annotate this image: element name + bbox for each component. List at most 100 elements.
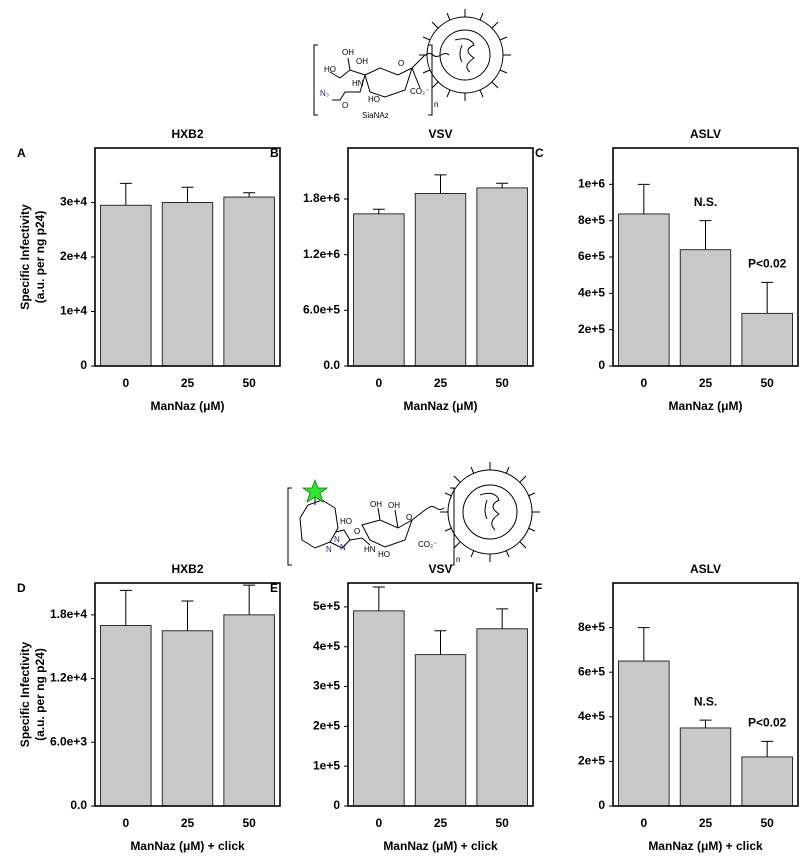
bar [414, 654, 467, 807]
x-tick-label: 0 [122, 816, 129, 830]
bar [618, 213, 670, 367]
x-axis-label: ManNaz (μM) + click [648, 839, 763, 853]
annotation: P<0.02 [748, 716, 787, 730]
bar [223, 614, 275, 807]
x-tick-label: 25 [434, 816, 448, 830]
error-bar [372, 586, 385, 611]
atom: HO [340, 517, 352, 526]
y-tick-label: 5e+5 [313, 599, 340, 613]
error-bar [434, 630, 447, 655]
x-axis-label: ManNaz (μM) [150, 399, 224, 413]
error-bar [699, 220, 712, 250]
y-axis-label: (a.u. per ng p24) [33, 211, 47, 304]
x-tick-label: 50 [760, 376, 774, 390]
x-tick-label: 50 [495, 816, 509, 830]
x-tick-label: 25 [699, 816, 713, 830]
panel-letter: F [535, 581, 542, 595]
y-tick-label: 0 [333, 798, 340, 812]
error-bar [119, 182, 132, 206]
panel-letter: E [270, 581, 278, 595]
x-axis-label: ManNaz (μM) [403, 399, 477, 413]
bar [353, 610, 405, 807]
y-tick-label: 0 [598, 798, 605, 812]
atom: N [326, 545, 332, 554]
error-bar [181, 186, 194, 203]
repeat-label: n [434, 100, 438, 109]
error-bar [496, 182, 509, 188]
structure-bottom [287, 462, 540, 566]
y-tick-label: 4e+5 [578, 286, 605, 300]
atom: OH [356, 57, 368, 66]
y-tick-label: 3e+4 [60, 195, 87, 209]
error-bar [181, 600, 194, 631]
structure-top-labels: HO OH OH N₃ HN O HO O CO₂⁻ n SiaNAz [320, 48, 438, 120]
atom: HN [352, 79, 364, 88]
y-tick-label: 6.0e+5 [303, 303, 340, 317]
x-tick-label: 25 [181, 376, 195, 390]
y-tick-label: 0 [80, 358, 87, 372]
chart-title: HXB2 [171, 562, 203, 576]
x-tick-label: 25 [181, 816, 195, 830]
error-bar [761, 740, 774, 757]
atom: OH [370, 500, 382, 509]
y-tick-label: 2e+5 [313, 719, 340, 733]
annotation: N.S. [694, 694, 717, 708]
y-tick-label: 6.0e+3 [50, 734, 87, 748]
plot-frame [612, 147, 799, 367]
y-tick-label: 2e+5 [578, 754, 605, 768]
repeat-label: n [456, 555, 460, 564]
x-tick-label: 50 [242, 376, 256, 390]
atom: OH [342, 48, 354, 57]
panel-letter: A [17, 146, 26, 160]
structure-top [313, 9, 511, 116]
plot-frame [94, 147, 281, 367]
y-tick-label: 2e+5 [578, 322, 605, 336]
x-tick-label: 0 [375, 816, 382, 830]
x-tick-label: 0 [122, 376, 129, 390]
y-tick-label: 1.2e+4 [50, 671, 87, 685]
bar [161, 202, 214, 367]
error-bar [372, 208, 385, 214]
atom: N [340, 543, 346, 552]
x-tick-label: 25 [699, 376, 713, 390]
chart-title: ASLV [690, 562, 721, 576]
y-tick-label: 3e+5 [313, 679, 340, 693]
y-tick-label: 1.8e+4 [50, 607, 87, 621]
chart-title: ASLV [690, 127, 721, 141]
y-axis-label: (a.u. per ng p24) [33, 648, 47, 741]
chart-title: HXB2 [171, 127, 203, 141]
x-axis-label: ManNaz (μM) [668, 399, 742, 413]
plot-frame [347, 582, 534, 807]
x-tick-label: 50 [242, 816, 256, 830]
bar [476, 628, 528, 807]
atom: CO₂⁻ [410, 87, 429, 96]
x-tick-label: 50 [760, 816, 774, 830]
x-tick-label: 0 [640, 376, 647, 390]
y-tick-label: 1e+5 [313, 758, 340, 772]
y-tick-label: 8e+5 [578, 620, 605, 634]
error-bar [761, 281, 774, 314]
y-tick-label: 1e+6 [578, 177, 605, 191]
structure-name: SiaNAz [362, 111, 389, 120]
y-axis-label: Specific Infectivity [18, 641, 32, 747]
atom: CO₂⁻ [418, 540, 437, 549]
atom: N₃ [320, 89, 329, 98]
annotation: N.S. [694, 195, 717, 209]
error-bar [243, 192, 256, 198]
error-bar [699, 719, 712, 728]
bar [679, 727, 732, 807]
atom: O [398, 59, 404, 68]
y-tick-label: 1.2e+6 [303, 247, 340, 261]
x-axis-label: ManNaz (μM) + click [130, 839, 245, 853]
atom: OH [388, 501, 400, 510]
atom: HO [368, 95, 380, 104]
bar [679, 249, 732, 367]
panel-letter: C [535, 146, 544, 160]
structure-bottom-labels: HO OH OH N N N HN O HO O CO₂⁻ n [326, 500, 460, 564]
error-bar [434, 174, 447, 194]
bar [476, 187, 528, 367]
bar [353, 213, 405, 367]
y-tick-label: 1e+4 [60, 304, 87, 318]
fluorophore-star [301, 478, 329, 503]
